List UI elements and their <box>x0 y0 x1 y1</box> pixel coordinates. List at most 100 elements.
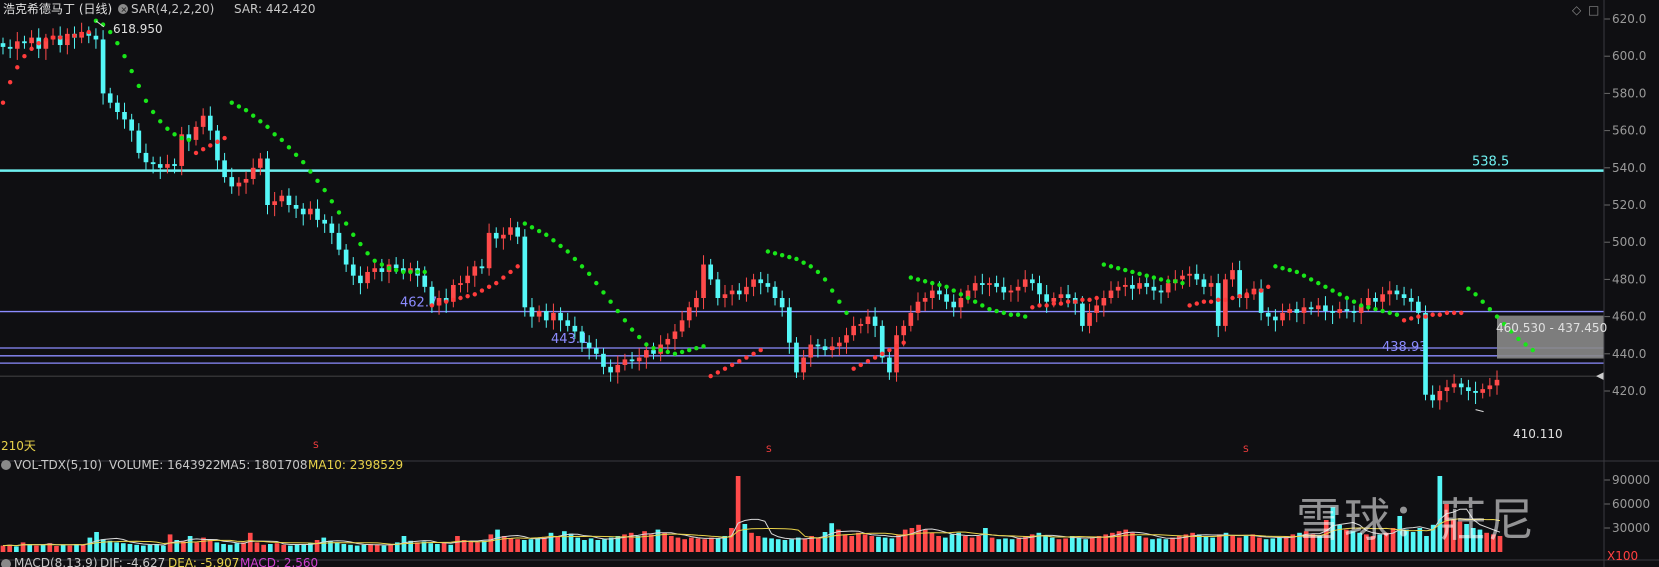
candle-body[interactable] <box>1258 288 1264 313</box>
volume-bar[interactable] <box>241 542 246 552</box>
candle-body[interactable] <box>1122 284 1128 287</box>
candle-body[interactable] <box>1408 298 1414 302</box>
volume-bar[interactable] <box>1437 476 1443 552</box>
volume-bar[interactable] <box>1203 536 1209 552</box>
candle-body[interactable] <box>1137 283 1142 289</box>
volume-bar[interactable] <box>1250 534 1256 552</box>
candle-body[interactable] <box>786 307 792 343</box>
candle-body[interactable] <box>322 219 327 224</box>
candle-body[interactable] <box>1437 391 1443 401</box>
candle-body[interactable] <box>622 359 628 365</box>
volume-bar[interactable] <box>1477 529 1483 552</box>
volume-bar[interactable] <box>20 542 26 552</box>
candle-body[interactable] <box>200 115 206 127</box>
volume-bar[interactable] <box>942 537 948 552</box>
volume-bar[interactable] <box>294 544 300 552</box>
volume-bar[interactable] <box>642 531 647 552</box>
volume-bar[interactable] <box>1317 536 1322 552</box>
candle-body[interactable] <box>579 331 585 343</box>
candle-body[interactable] <box>779 298 785 308</box>
candle-body[interactable] <box>1280 312 1285 321</box>
candle-body[interactable] <box>29 37 34 44</box>
candle-body[interactable] <box>265 158 270 206</box>
volume-bar[interactable] <box>996 539 1002 552</box>
candle-body[interactable] <box>894 335 899 373</box>
candle-body[interactable] <box>1480 389 1486 393</box>
volume-bar[interactable] <box>441 542 447 552</box>
candle-body[interactable] <box>615 364 621 373</box>
volume-bar[interactable] <box>114 542 119 552</box>
candle-body[interactable] <box>629 359 635 362</box>
candle-body[interactable] <box>172 164 177 166</box>
volume-bar[interactable] <box>141 545 146 552</box>
candle-body[interactable] <box>207 115 213 131</box>
volume-bar[interactable] <box>254 542 260 552</box>
volume-bar[interactable] <box>288 545 293 552</box>
candle-body[interactable] <box>1051 298 1057 302</box>
volume-bar[interactable] <box>1143 537 1149 552</box>
candle-body[interactable] <box>501 234 506 239</box>
candle-body[interactable] <box>744 286 749 295</box>
candle-body[interactable] <box>922 298 928 302</box>
candle-body[interactable] <box>293 205 299 209</box>
candle-body[interactable] <box>558 312 563 321</box>
candle-body[interactable] <box>608 366 613 373</box>
candle-body[interactable] <box>1065 294 1071 298</box>
volume-bar[interactable] <box>1176 536 1182 552</box>
volume-bar[interactable] <box>34 545 39 552</box>
volume-bar[interactable] <box>154 544 160 552</box>
candle-body[interactable] <box>1180 275 1185 280</box>
candle-body[interactable] <box>1094 305 1100 313</box>
volume-bar[interactable] <box>181 541 186 552</box>
volume-bar[interactable] <box>1083 539 1088 552</box>
volume-bar[interactable] <box>1290 534 1296 552</box>
candle-body[interactable] <box>736 290 742 295</box>
volume-bar[interactable] <box>1056 539 1062 552</box>
volume-bar[interactable] <box>1430 524 1436 552</box>
volume-bar[interactable] <box>1337 524 1342 552</box>
volume-bar[interactable] <box>1116 531 1122 552</box>
candle-body[interactable] <box>100 39 106 94</box>
indicator-toggle-icon[interactable] <box>118 4 128 14</box>
candle-body[interactable] <box>236 182 242 187</box>
candle-body[interactable] <box>665 338 671 345</box>
volume-bar[interactable] <box>869 536 875 552</box>
candle-body[interactable] <box>887 357 892 373</box>
volume-bar[interactable] <box>782 540 788 552</box>
candle-body[interactable] <box>1451 383 1457 388</box>
candle-body[interactable] <box>1001 286 1007 293</box>
candle-body[interactable] <box>1194 273 1200 280</box>
volume-bar[interactable] <box>481 540 487 552</box>
volume-bar[interactable] <box>535 537 540 552</box>
volume-bar[interactable] <box>929 532 935 552</box>
volume-bar[interactable] <box>1036 532 1042 552</box>
candle-body[interactable] <box>7 46 13 49</box>
volume-bar[interactable] <box>1230 536 1236 552</box>
volume-bar[interactable] <box>174 540 180 552</box>
candle-body[interactable] <box>801 357 806 373</box>
candle-body[interactable] <box>822 346 828 351</box>
volume-bar[interactable] <box>1257 537 1262 552</box>
candle-body[interactable] <box>1294 309 1300 313</box>
candle-body[interactable] <box>872 316 878 326</box>
volume-bar[interactable] <box>314 540 320 552</box>
candle-body[interactable] <box>844 335 849 343</box>
candle-body[interactable] <box>1315 305 1321 310</box>
volume-bar[interactable] <box>836 529 841 552</box>
candle-body[interactable] <box>350 264 356 276</box>
candle-body[interactable] <box>1458 383 1464 388</box>
volume-bar[interactable] <box>722 536 728 552</box>
volume-bar[interactable] <box>1150 539 1155 552</box>
candle-body[interactable] <box>250 167 256 179</box>
volume-bar[interactable] <box>428 543 434 552</box>
volume-bar[interactable] <box>822 532 828 552</box>
candle-body[interactable] <box>1387 290 1393 295</box>
candle-body[interactable] <box>772 286 778 298</box>
candle-body[interactable] <box>679 320 685 332</box>
volume-bar[interactable] <box>902 529 908 552</box>
candle-body[interactable] <box>1466 387 1471 391</box>
volume-bar[interactable] <box>1490 534 1496 552</box>
candle-body[interactable] <box>551 312 556 321</box>
volume-bar[interactable] <box>87 537 93 552</box>
volume-bar[interactable] <box>876 536 881 552</box>
